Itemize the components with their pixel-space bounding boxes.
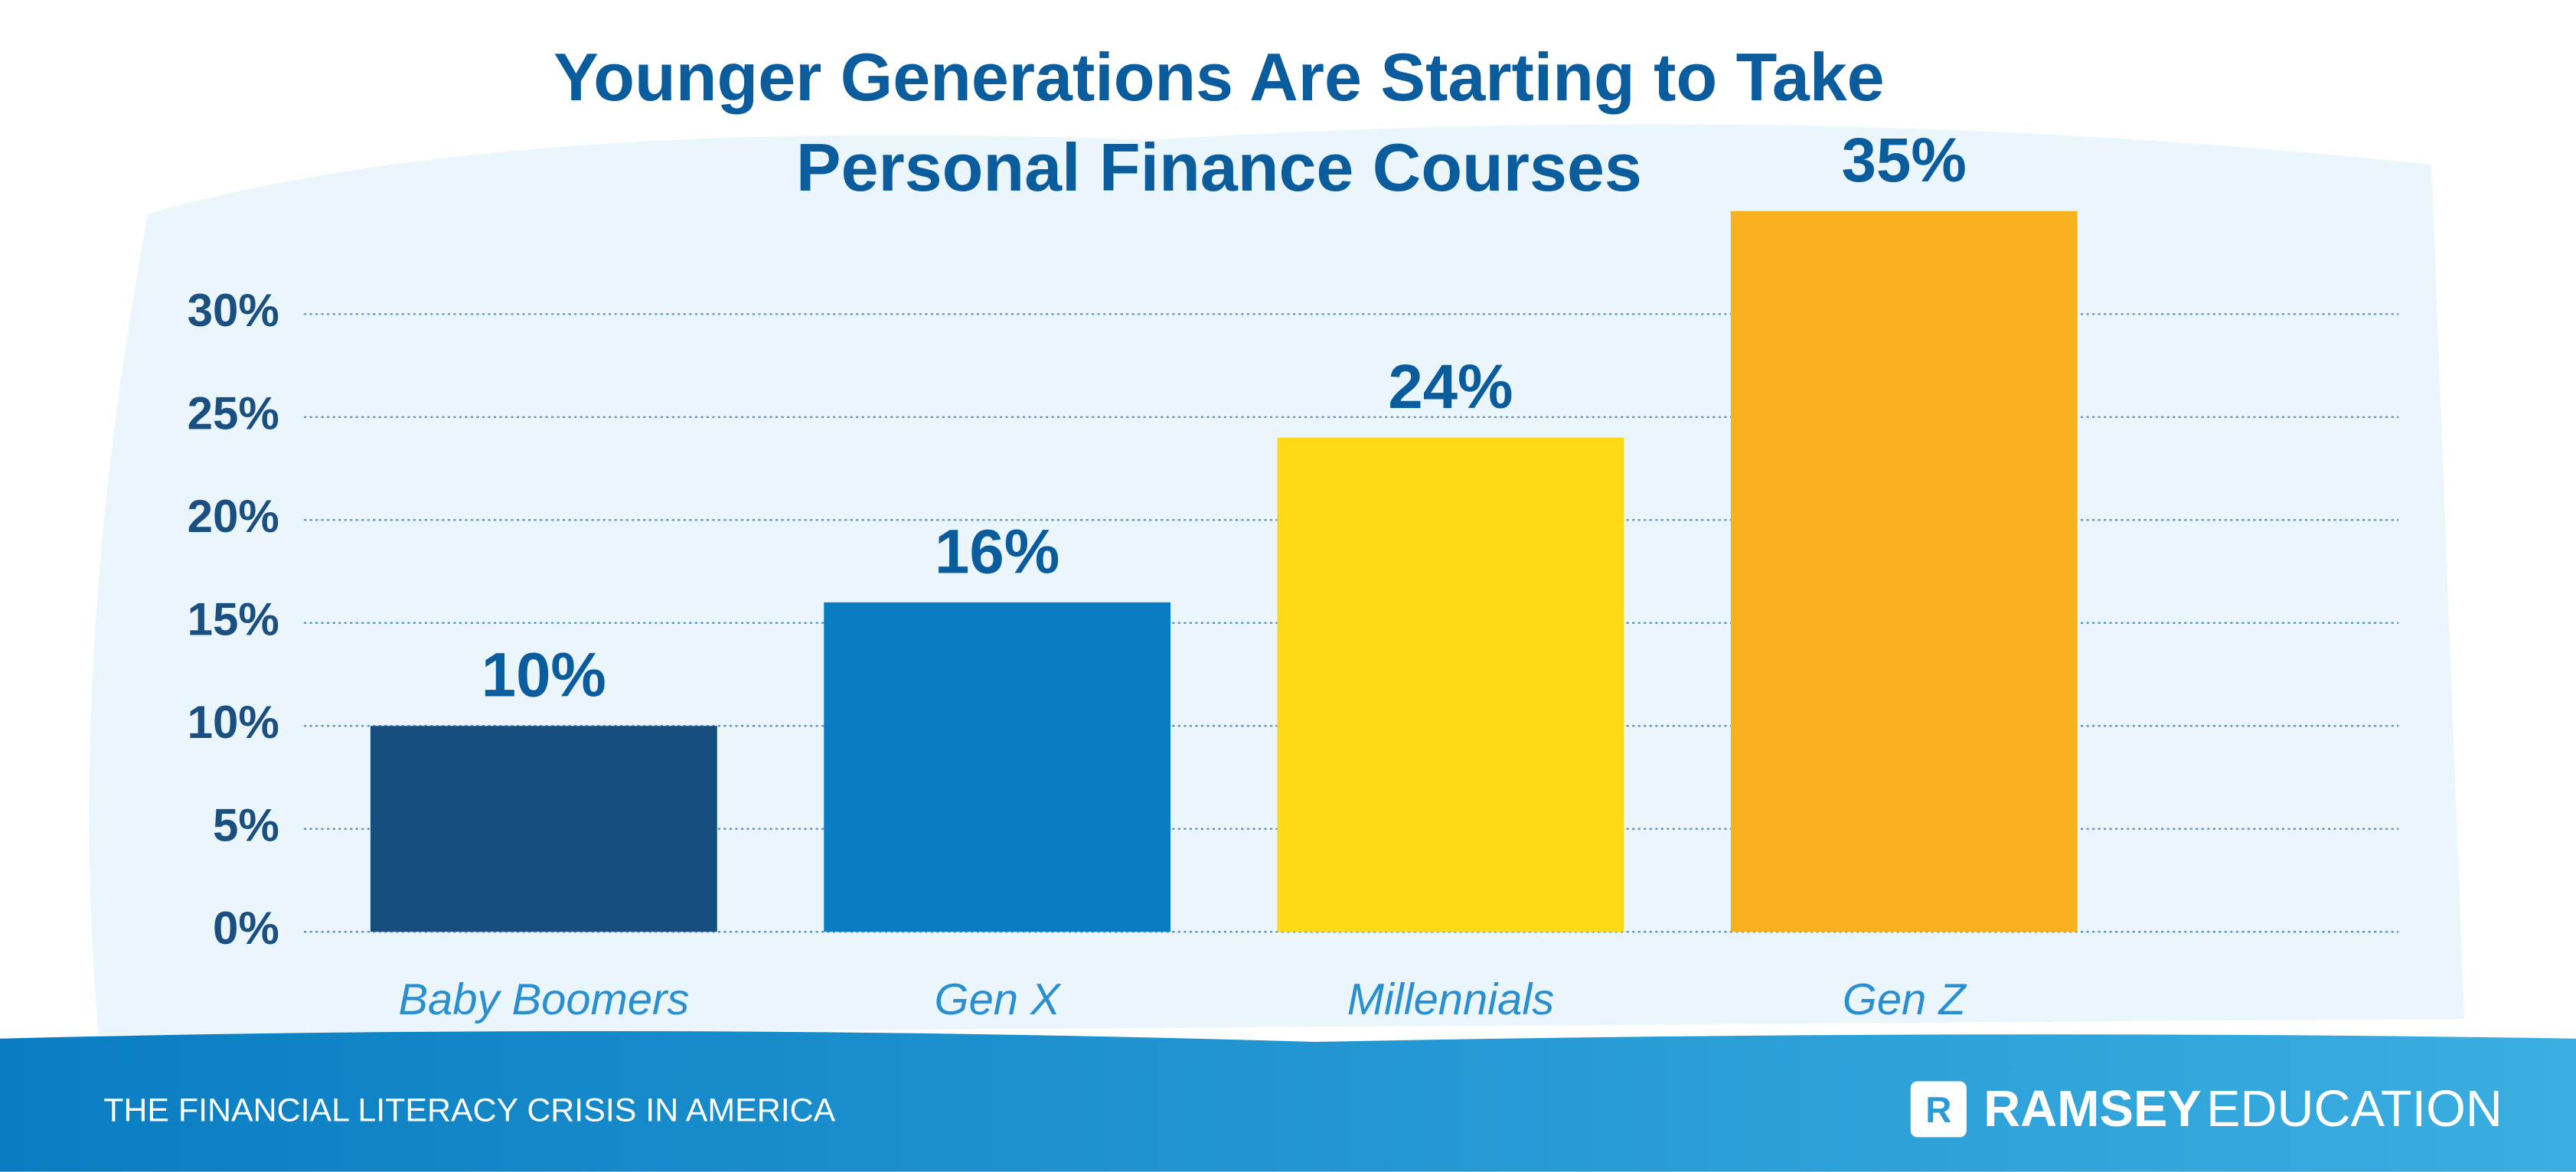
y-tick-label: 30% xyxy=(188,285,279,336)
y-tick-label: 5% xyxy=(213,800,279,851)
chart-title: Younger Generations Are Starting to Take xyxy=(553,39,1884,115)
brand-name: RAMSEY xyxy=(1983,1081,2202,1138)
logo-letter: R xyxy=(1925,1090,1951,1131)
y-tick-label: 10% xyxy=(188,697,279,748)
value-label: 35% xyxy=(1842,126,1967,195)
brand-name: EDUCATION xyxy=(2206,1081,2503,1138)
x-tick-label: Baby Boomers xyxy=(398,975,689,1024)
y-tick-label: 25% xyxy=(188,388,279,439)
bar xyxy=(824,602,1171,932)
x-tick-label: Millennials xyxy=(1347,975,1554,1024)
footer-caption: THE FINANCIAL LITERACY CRISIS IN AMERICA xyxy=(103,1092,835,1129)
y-tick-label: 20% xyxy=(188,491,279,542)
value-label: 10% xyxy=(482,641,606,710)
x-tick-label: Gen Z xyxy=(1843,975,1967,1024)
bar xyxy=(1277,437,1624,932)
value-label: 16% xyxy=(935,517,1059,586)
y-tick-label: 0% xyxy=(213,903,279,954)
value-label: 24% xyxy=(1388,352,1513,422)
chart-title: Personal Finance Courses xyxy=(796,129,1642,205)
logo-icon xyxy=(1910,1081,1967,1138)
y-tick-label: 15% xyxy=(188,594,279,645)
x-tick-label: Gen X xyxy=(935,975,1063,1024)
bar xyxy=(370,726,717,932)
bar xyxy=(1730,211,2078,932)
